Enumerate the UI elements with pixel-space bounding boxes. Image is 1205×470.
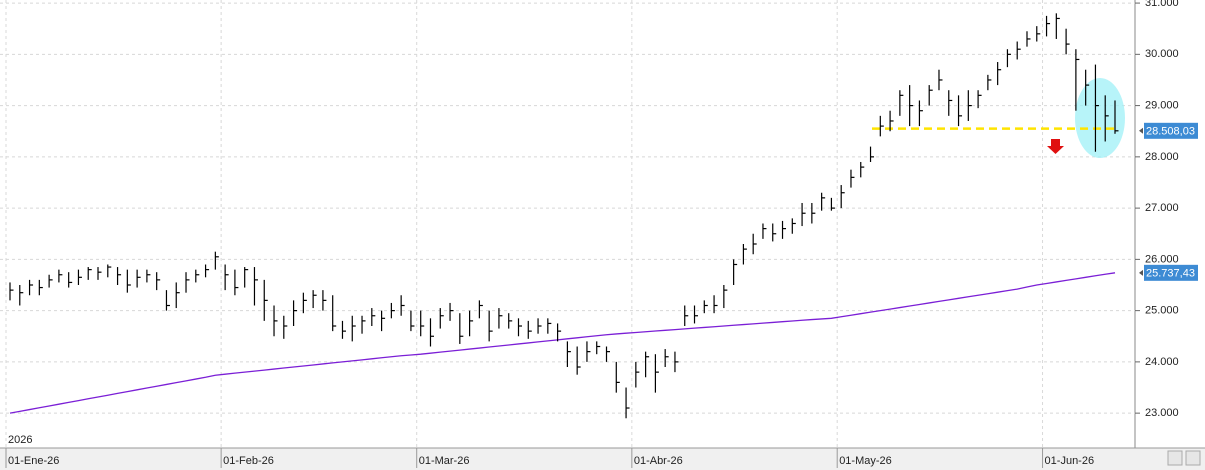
y-tick-label: 25.000 [1145,305,1179,317]
down-arrow [1047,139,1064,154]
x-tick-label: 01-Mar-26 [419,455,470,467]
x-tick-label: 01-Ene-26 [8,455,59,467]
last-price-label-pointer [1139,127,1143,134]
x-tick-label: 01-Abr-26 [634,455,683,467]
y-tick-label: 23.000 [1145,407,1179,419]
y-tick-label: 27.000 [1145,202,1179,214]
x-tick-label: 01-May-26 [839,455,892,467]
ma-value-label-box [1144,264,1198,281]
y-tick-label: 28.000 [1145,151,1179,163]
y-tick-label: 30.000 [1145,48,1179,60]
highlight-ellipse [1075,78,1125,158]
scroll-button[interactable] [1185,450,1201,466]
last-price-label-box [1144,122,1198,139]
y-tick-label: 29.000 [1145,99,1179,111]
moving-average [9,272,1116,414]
scroll-button[interactable] [1167,450,1183,466]
year-label: 2026 [8,434,32,446]
x-tick-label: 01-Jun-26 [1045,455,1095,467]
x-tick-label: 01-Feb-26 [223,455,274,467]
y-tick-label: 26.000 [1145,253,1179,265]
x-axis-strip [0,448,1205,470]
y-tick-label: 24.000 [1145,356,1179,368]
last-price-label: 28.508,03 [1146,126,1195,138]
y-tick-label: 31.000 [1145,0,1179,9]
ma-value-label-pointer [1139,269,1143,276]
ma-value-label: 25.737,43 [1146,268,1195,280]
